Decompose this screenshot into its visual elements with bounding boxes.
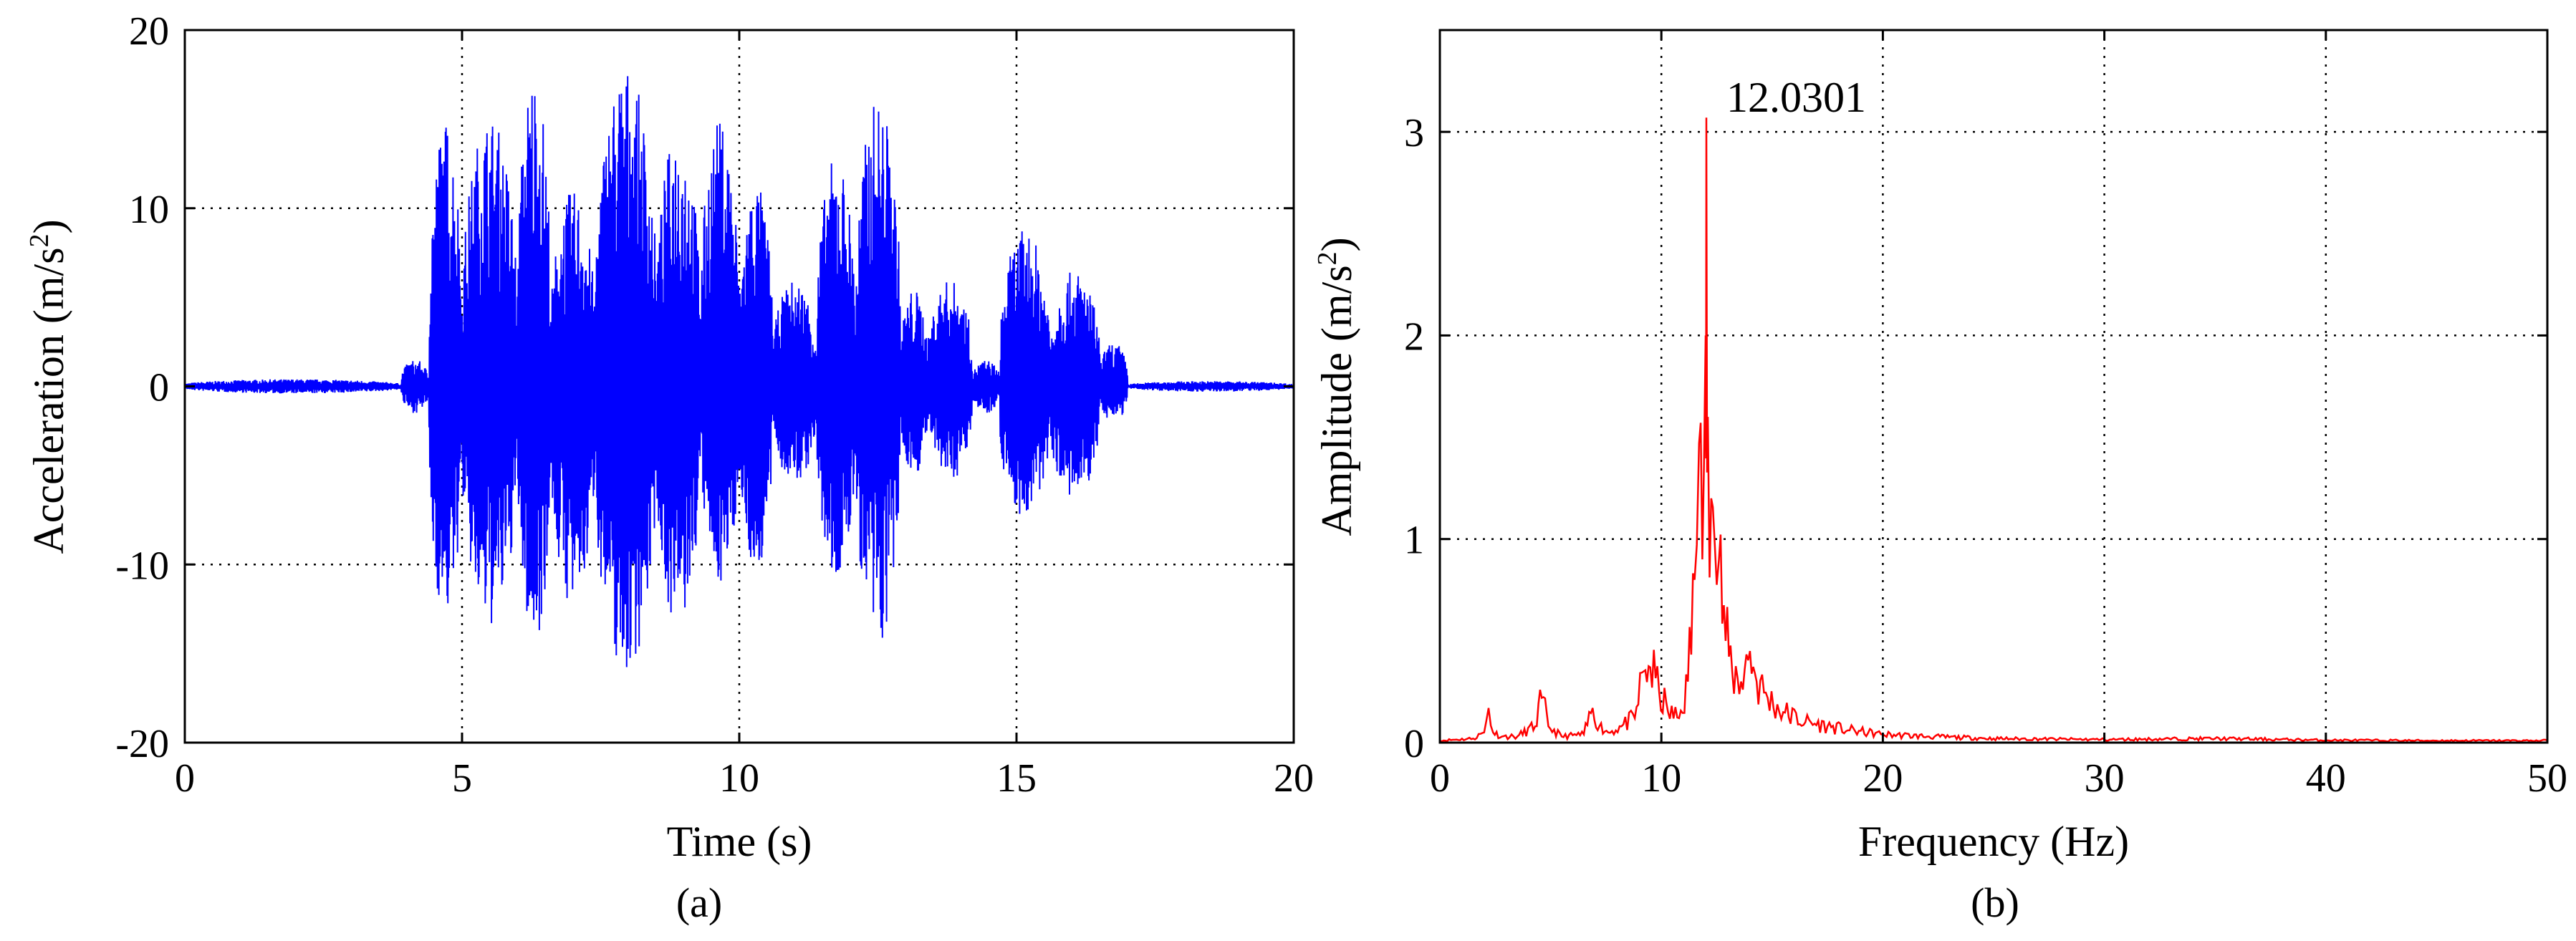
x-tick-label-b-5: 50: [2527, 756, 2567, 801]
x-tick-label-b-4: 40: [2306, 756, 2346, 801]
series-a: [184, 76, 1294, 667]
y-axis-label-a: Acceleration (m/s2): [24, 219, 72, 554]
y-tick-label-b-3: 3: [1404, 111, 1424, 155]
ticks-a: 0 5 10 15 20 -20 -10 0 10 20: [115, 9, 1314, 801]
x-tick-label-b-2: 20: [1863, 756, 1903, 801]
grid-b: [1440, 30, 2547, 743]
x-tick-label-b-1: 10: [1641, 756, 1681, 801]
caption-a: (a): [676, 879, 722, 926]
x-tick-label-a-1: 5: [452, 756, 472, 801]
ticks-b: 0 10 20 30 40 50 0 1 2 3: [1404, 30, 2567, 801]
x-tick-label-a-3: 15: [996, 756, 1037, 801]
y-axis-label-b: Amplitude (m/s2): [1312, 237, 1360, 536]
y-axis-label-a-main: Acceleration (m/s: [25, 247, 72, 554]
x-tick-label-b-0: 0: [1430, 756, 1450, 801]
y-tick-label-a-4: 20: [129, 9, 169, 54]
acceleration-series-line: [184, 76, 1294, 667]
y-tick-label-b-1: 1: [1404, 518, 1424, 563]
x-tick-label-a-4: 20: [1274, 756, 1314, 801]
x-tick-label-a-0: 0: [175, 756, 195, 801]
axes-frame-b: [1438, 29, 2549, 744]
y-axis-label-a-close: ): [25, 219, 72, 233]
caption-b: (b): [1971, 879, 2019, 926]
y-axis-label-b-main: Amplitude (m/s: [1313, 265, 1360, 536]
y-axis-label-b-sup: 2: [1312, 251, 1342, 265]
y-axis-label-b-close: ): [1313, 237, 1360, 251]
x-axis-label-b: Frequency (Hz): [1858, 818, 2129, 865]
y-tick-label-b-0: 0: [1404, 722, 1424, 766]
y-tick-label-a-2: 0: [149, 366, 169, 410]
y-axis-label-a-sup: 2: [24, 233, 54, 247]
x-axis-label-a: Time (s): [667, 818, 812, 865]
grid-a: [185, 30, 1294, 743]
amplitude-spectrum-line: [1439, 117, 2548, 743]
peak-frequency-annotation: 12.0301: [1726, 74, 1866, 121]
y-tick-label-a-0: -20: [115, 722, 169, 766]
y-tick-label-b-2: 2: [1404, 314, 1424, 359]
panel-b-spectrum: 0 10 20 30 40 50 0 1 2 3 12.0301 Frequency (Hz) A…: [1312, 29, 2567, 926]
panel-a-time-history: 0 5 10 15 20 -20 -10 0 10 20 Time (s) Acceleratio…: [24, 9, 1314, 926]
x-tick-label-a-2: 10: [719, 756, 759, 801]
plot-area-b: [1440, 30, 2547, 743]
x-tick-label-b-3: 30: [2085, 756, 2125, 801]
series-b: [1439, 117, 2548, 743]
y-tick-label-a-3: 10: [129, 188, 169, 232]
y-tick-label-a-1: -10: [115, 544, 169, 588]
